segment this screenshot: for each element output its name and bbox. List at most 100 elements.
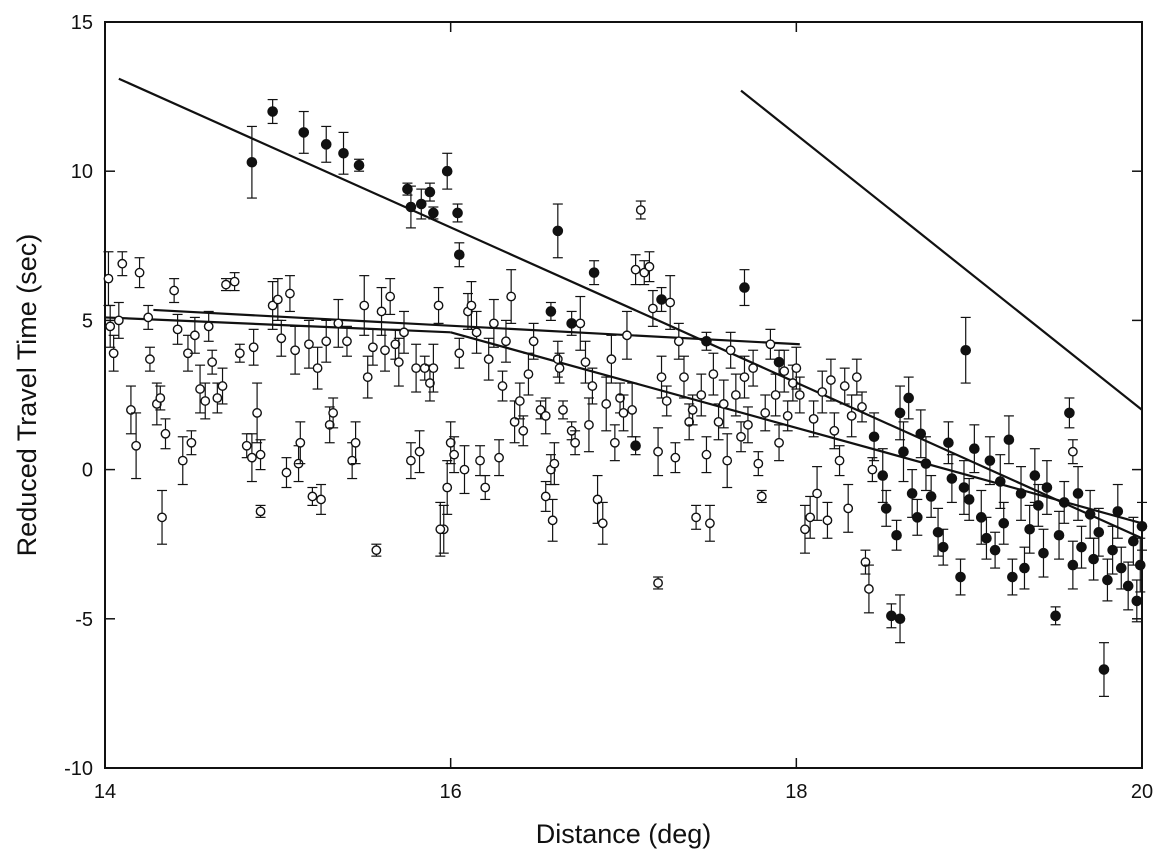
filled-data-point: [1019, 562, 1030, 574]
open-data-point: [540, 491, 551, 502]
open-data-point: [584, 419, 594, 430]
open-data-point: [528, 336, 539, 347]
open-data-point: [414, 446, 425, 457]
filled-data-point: [424, 186, 436, 198]
filled-data-point: [946, 473, 958, 484]
filled-data-point: [1131, 595, 1143, 607]
open-data-point: [367, 342, 378, 353]
open-data-point: [696, 390, 707, 400]
open-data-point: [670, 452, 681, 463]
open-data-point: [687, 405, 698, 415]
filled-data-point: [773, 356, 785, 368]
open-data-point: [195, 384, 205, 394]
filled-data-point: [969, 443, 980, 455]
filled-data-point: [1076, 541, 1087, 553]
filled-data-point: [1112, 506, 1124, 517]
filled-data-point: [1098, 664, 1110, 675]
open-data-point: [760, 408, 771, 418]
filled-data-point: [267, 106, 278, 117]
open-data-point: [134, 267, 145, 278]
open-data-point: [435, 524, 446, 535]
open-data-point: [552, 354, 563, 365]
data-markers: [103, 98, 1148, 697]
y-axis: -10 -5 0 5 10 15: [64, 12, 1142, 780]
filled-data-point: [1050, 610, 1061, 622]
plot-frame: [104, 21, 1143, 769]
open-data-point: [390, 339, 401, 350]
filled-data-point: [880, 503, 892, 514]
y-tick-label: -5: [75, 609, 93, 631]
open-data-point: [145, 354, 155, 365]
filled-data-point: [994, 476, 1006, 487]
filled-data-point: [886, 610, 897, 622]
open-data-point: [234, 348, 245, 359]
filled-data-point: [338, 147, 349, 159]
open-data-point: [535, 405, 546, 415]
filled-data-point: [915, 428, 927, 440]
open-data-point: [445, 437, 456, 448]
filled-data-point: [1053, 529, 1065, 541]
open-data-point: [857, 402, 867, 412]
filled-data-point: [1122, 580, 1134, 592]
open-data-point: [627, 405, 638, 415]
y-tick-label: -10: [64, 758, 93, 780]
open-data-point: [839, 381, 850, 391]
open-data-point: [549, 458, 560, 469]
open-data-point: [647, 303, 658, 314]
filled-data-point: [630, 440, 641, 452]
open-data-point: [371, 545, 382, 556]
open-data-point: [459, 464, 470, 475]
open-data-point: [471, 327, 482, 338]
filled-data-point: [1093, 526, 1105, 538]
open-data-point: [169, 285, 180, 296]
filled-data-point: [566, 318, 577, 329]
filled-data-point: [1072, 488, 1084, 499]
filled-data-point: [989, 544, 1001, 556]
filled-data-point: [894, 407, 906, 419]
open-data-point: [864, 584, 874, 594]
open-data-point: [1067, 446, 1078, 457]
open-data-point: [653, 578, 663, 588]
open-data-point: [653, 446, 663, 457]
filled-data-point: [701, 335, 712, 347]
filled-data-point: [937, 541, 949, 553]
filled-data-point: [246, 156, 258, 168]
open-data-point: [321, 336, 332, 347]
open-data-point: [126, 405, 136, 415]
open-data-point: [316, 494, 326, 505]
open-data-point: [155, 393, 166, 403]
open-data-point: [203, 321, 214, 332]
open-data-point: [829, 425, 840, 436]
open-data-point: [846, 410, 857, 421]
open-data-point: [108, 348, 119, 359]
open-data-point: [295, 437, 306, 448]
open-data-point: [736, 431, 746, 442]
open-data-point: [756, 491, 767, 502]
x-tick-label: 20: [1131, 781, 1153, 803]
open-data-point: [494, 452, 504, 463]
open-data-point: [606, 354, 617, 365]
open-data-point: [554, 363, 565, 374]
open-data-point: [113, 315, 124, 326]
open-data-point: [411, 363, 421, 374]
open-data-point: [131, 440, 142, 451]
filled-data-point: [877, 470, 889, 481]
open-data-point: [679, 372, 689, 382]
filled-data-point: [353, 159, 365, 171]
open-data-point: [753, 458, 764, 469]
filled-data-point: [1136, 520, 1148, 532]
open-data-point: [200, 396, 211, 406]
open-data-point: [805, 512, 816, 523]
open-data-point: [247, 452, 257, 463]
y-axis-title: Reduced Travel Time (sec): [12, 234, 42, 557]
open-data-point: [304, 339, 314, 350]
open-data-point: [393, 357, 404, 368]
x-tick-label: 14: [94, 781, 116, 803]
open-data-point: [860, 557, 871, 568]
open-data-point: [547, 515, 558, 526]
open-data-point: [656, 372, 667, 382]
open-data-point: [362, 372, 373, 382]
open-data-point: [639, 267, 650, 278]
open-data-point: [558, 405, 568, 415]
open-data-point: [791, 363, 802, 374]
